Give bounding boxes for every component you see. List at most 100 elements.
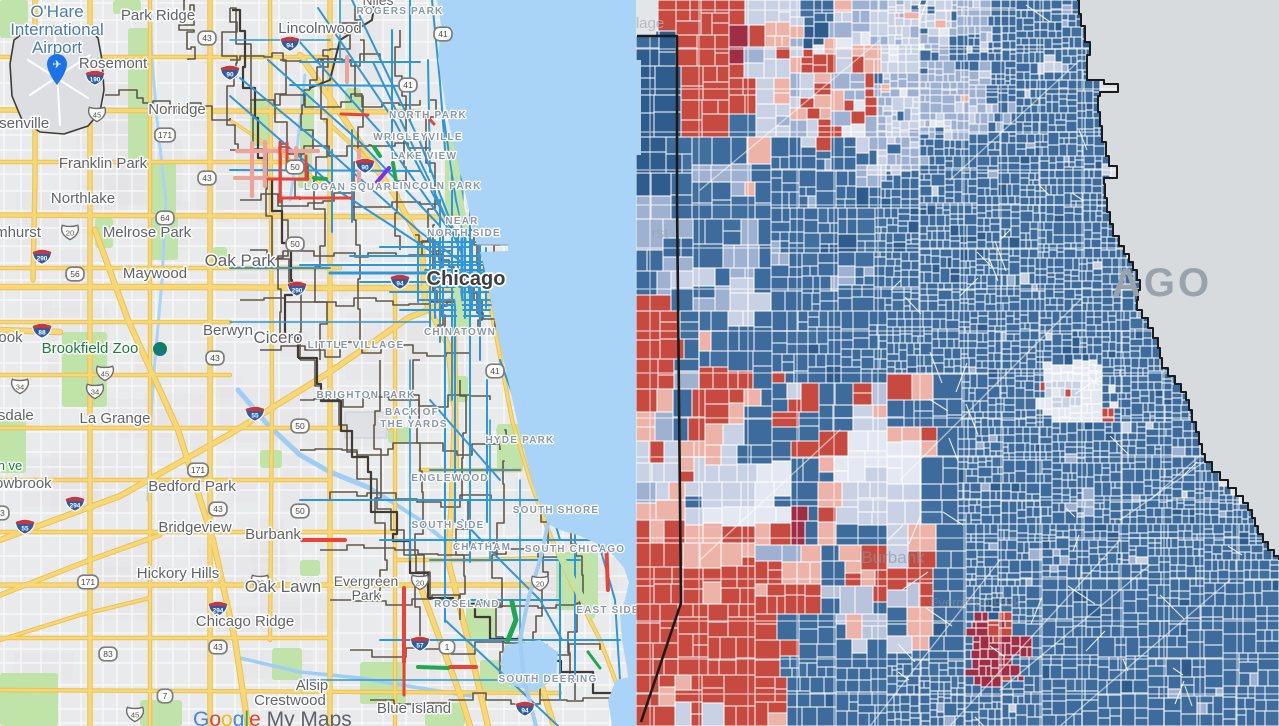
svg-text:🐾: 🐾 bbox=[154, 345, 165, 355]
svg-text:83: 83 bbox=[0, 508, 5, 518]
svg-text:94: 94 bbox=[521, 708, 529, 715]
svg-text:294: 294 bbox=[70, 503, 81, 510]
svg-text:La Grange: La Grange bbox=[80, 410, 151, 427]
svg-text:Burbank: Burbank bbox=[861, 548, 925, 567]
svg-text:34: 34 bbox=[16, 382, 25, 391]
svg-text:NEAR: NEAR bbox=[445, 216, 478, 227]
svg-text:Northlake: Northlake bbox=[51, 190, 115, 207]
svg-text:ENGLEWOOD: ENGLEWOOD bbox=[411, 473, 488, 484]
svg-text:190: 190 bbox=[90, 77, 101, 84]
svg-text:SOUTH CHICAGO: SOUTH CHICAGO bbox=[525, 544, 626, 555]
svg-text:90: 90 bbox=[226, 72, 234, 79]
svg-text:50: 50 bbox=[290, 162, 300, 172]
svg-text:20: 20 bbox=[416, 578, 425, 587]
svg-text:Franklin Park: Franklin Park bbox=[59, 155, 148, 172]
svg-text:43: 43 bbox=[202, 173, 212, 183]
svg-text:88: 88 bbox=[38, 330, 46, 337]
svg-text:LINCOLN PARK: LINCOLN PARK bbox=[392, 181, 481, 192]
svg-text:43: 43 bbox=[210, 353, 220, 363]
svg-text:NORTH SIDE: NORTH SIDE bbox=[427, 228, 501, 239]
svg-text:CHINATOWN: CHINATOWN bbox=[424, 327, 496, 338]
svg-text:55: 55 bbox=[21, 526, 29, 533]
svg-text:41: 41 bbox=[438, 29, 448, 39]
svg-text:ROGERS PARK: ROGERS PARK bbox=[357, 6, 444, 17]
svg-text:Airport: Airport bbox=[32, 38, 82, 57]
svg-text:Niles: Niles bbox=[362, 0, 393, 8]
svg-text:34: 34 bbox=[91, 387, 100, 396]
svg-text:llowbrook: llowbrook bbox=[0, 475, 52, 492]
svg-text:Maywood: Maywood bbox=[123, 265, 187, 282]
svg-text:NORTH PARK: NORTH PARK bbox=[389, 110, 467, 121]
svg-text:90: 90 bbox=[361, 165, 369, 172]
svg-text:LITTLE VILLAGE: LITTLE VILLAGE bbox=[308, 340, 405, 351]
svg-text:41: 41 bbox=[490, 366, 500, 376]
svg-text:SOUTH DEERING: SOUTH DEERING bbox=[499, 674, 598, 685]
svg-text:AGO: AGO bbox=[1112, 261, 1212, 305]
svg-text:Oak Lawn: Oak Lawn bbox=[245, 577, 322, 596]
svg-text:nsenville: nsenville bbox=[0, 115, 49, 132]
svg-text:Park: Park bbox=[352, 587, 382, 603]
svg-text:50: 50 bbox=[295, 421, 305, 431]
svg-text:Norridge: Norridge bbox=[148, 101, 206, 118]
svg-text:41: 41 bbox=[403, 80, 413, 90]
svg-text:Lincolnwood: Lincolnwood bbox=[278, 20, 361, 37]
svg-text:CHATHAM: CHATHAM bbox=[453, 542, 511, 553]
svg-text:LOGAN SQUARE: LOGAN SQUARE bbox=[304, 182, 400, 193]
svg-text:BRIGHTON PARK: BRIGHTON PARK bbox=[316, 390, 415, 401]
svg-text:Brookfield Zoo: Brookfield Zoo bbox=[42, 340, 139, 357]
svg-text:50: 50 bbox=[290, 239, 300, 249]
svg-text:mhurst: mhurst bbox=[0, 224, 42, 241]
svg-text:WRIGLEYVILLE: WRIGLEYVILLE bbox=[373, 132, 462, 143]
svg-text:SOUTH SHORE: SOUTH SHORE bbox=[513, 505, 600, 516]
svg-text:1: 1 bbox=[445, 642, 450, 652]
svg-text:290: 290 bbox=[292, 288, 303, 295]
svg-text:International: International bbox=[10, 20, 104, 39]
svg-text:20: 20 bbox=[66, 228, 75, 237]
svg-text:45: 45 bbox=[101, 369, 110, 378]
svg-text:Cicero: Cicero bbox=[253, 328, 302, 347]
svg-text:lage: lage bbox=[636, 15, 664, 32]
svg-text:20: 20 bbox=[536, 579, 545, 588]
svg-text:✈: ✈ bbox=[52, 59, 61, 71]
svg-text:Park Ridge: Park Ridge bbox=[121, 7, 195, 24]
svg-text:Evergreen Park: Evergreen Park bbox=[930, 595, 1021, 610]
svg-text:THE YARDS: THE YARDS bbox=[380, 419, 448, 430]
svg-text:Evergreen: Evergreen bbox=[334, 573, 399, 589]
svg-text:lnsdale: lnsdale bbox=[0, 407, 34, 424]
svg-text:Burbank: Burbank bbox=[245, 526, 301, 543]
svg-text:EAST SIDE: EAST SIDE bbox=[576, 605, 636, 616]
svg-text:290: 290 bbox=[37, 256, 48, 263]
svg-text:171: 171 bbox=[158, 130, 172, 140]
svg-text:94: 94 bbox=[396, 281, 404, 288]
svg-text:Alsip: Alsip bbox=[296, 677, 329, 694]
svg-text:43: 43 bbox=[213, 504, 223, 514]
svg-text:Hickory Hills: Hickory Hills bbox=[137, 565, 220, 582]
svg-text:HYDE PARK: HYDE PARK bbox=[486, 435, 555, 446]
svg-text:20: 20 bbox=[256, 578, 265, 587]
svg-text:Oak Park: Oak Park bbox=[205, 251, 276, 270]
svg-text:LAKE VIEW: LAKE VIEW bbox=[391, 151, 457, 162]
svg-text:7: 7 bbox=[163, 691, 168, 701]
svg-text:Google My Maps: Google My Maps bbox=[193, 708, 352, 726]
svg-text:Chicago Ridge: Chicago Ridge bbox=[196, 613, 294, 630]
svg-text:64: 64 bbox=[160, 213, 170, 223]
svg-text:rst: rst bbox=[652, 225, 669, 242]
svg-text:56: 56 bbox=[70, 269, 80, 279]
svg-text:55: 55 bbox=[251, 413, 259, 420]
svg-text:294: 294 bbox=[213, 608, 224, 615]
svg-text:171: 171 bbox=[191, 465, 205, 475]
svg-text:Bedford Park: Bedford Park bbox=[148, 478, 236, 495]
svg-text:Rosemont: Rosemont bbox=[79, 55, 148, 72]
svg-text:57: 57 bbox=[416, 643, 424, 650]
svg-text:Crestwood: Crestwood bbox=[254, 692, 326, 709]
svg-text:ROSELAND: ROSELAND bbox=[434, 599, 500, 610]
svg-text:50: 50 bbox=[295, 506, 305, 516]
svg-text:94: 94 bbox=[286, 43, 294, 50]
svg-text:83: 83 bbox=[103, 649, 113, 659]
svg-text:rook: rook bbox=[0, 329, 23, 346]
svg-text:Berwyn: Berwyn bbox=[203, 322, 253, 339]
svg-text:Bridgeview: Bridgeview bbox=[158, 519, 232, 536]
svg-text:43: 43 bbox=[202, 33, 212, 43]
svg-text:Melrose Park: Melrose Park bbox=[103, 224, 192, 241]
svg-text:O'Hare: O'Hare bbox=[30, 2, 83, 21]
